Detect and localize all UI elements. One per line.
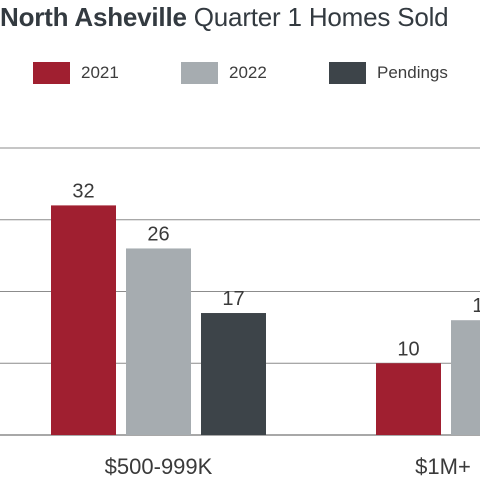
legend-item-2021: 2021 (33, 58, 119, 88)
legend-item-pendings: Pendings (329, 58, 448, 88)
legend-item-2022: 2022 (181, 58, 267, 88)
bar-2022-0 (126, 248, 191, 435)
chart-title: North Asheville Quarter 1 Homes Sold (0, 0, 480, 40)
legend-swatch (33, 62, 70, 84)
legend-swatch (329, 62, 366, 84)
bar-2022-1 (451, 320, 480, 435)
chart-title-rest: Quarter 1 Homes Sold (186, 2, 449, 32)
legend: 2021 2022 Pendings (0, 58, 480, 98)
legend-label: 2022 (229, 63, 267, 82)
x-tick-label: $1M+ (415, 454, 471, 479)
x-tick-label: $500-999K (105, 454, 213, 479)
data-label: 10 (397, 338, 419, 360)
bar-2021-1 (376, 363, 441, 435)
data-label: 17 (222, 288, 244, 310)
legend-label: Pendings (377, 63, 448, 82)
data-label: 26 (147, 223, 169, 245)
legend-swatch (181, 62, 218, 84)
data-label: 32 (72, 180, 94, 202)
bar-2021-0 (51, 205, 116, 435)
legend-label: 2021 (81, 63, 119, 82)
bar-pendings-0 (201, 313, 266, 435)
data-label: 16 (472, 295, 480, 317)
chart-title-bold: North Asheville (0, 2, 187, 32)
